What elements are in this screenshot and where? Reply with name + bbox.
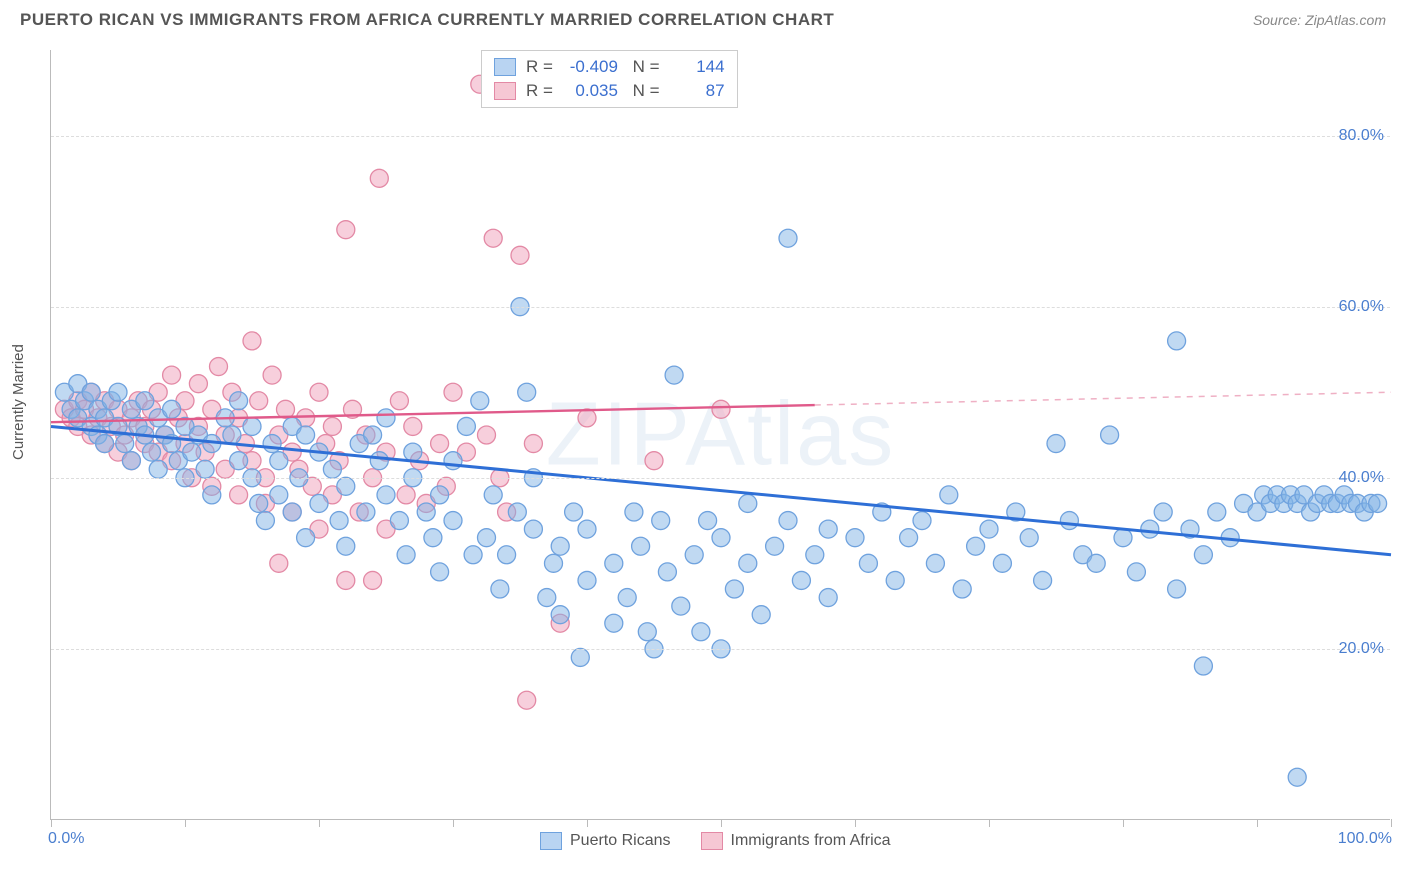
stat-label: R = (526, 81, 553, 101)
legend-swatch (540, 832, 562, 850)
stat-label: R = (526, 57, 553, 77)
chart-area: ZIPAtlas R = -0.409 N = 144 R = 0.035 N … (50, 50, 1390, 820)
legend-swatch (701, 832, 723, 850)
n-value: 87 (670, 81, 725, 101)
legend-label: Immigrants from Africa (731, 832, 891, 850)
correlation-stats-box: R = -0.409 N = 144 R = 0.035 N = 87 (481, 50, 738, 108)
x-axis-min-label: 0.0% (48, 830, 84, 848)
legend-item: Immigrants from Africa (701, 832, 891, 850)
r-value: 0.035 (563, 81, 618, 101)
x-axis-max-label: 100.0% (1338, 830, 1392, 848)
y-axis-label: Currently Married (10, 344, 27, 460)
series-swatch (494, 82, 516, 100)
scatter-svg (51, 50, 1391, 820)
stats-row: R = -0.409 N = 144 (490, 55, 729, 79)
stat-label: N = (628, 57, 660, 77)
stats-row: R = 0.035 N = 87 (490, 79, 729, 103)
r-value: -0.409 (563, 57, 618, 77)
plot-region: ZIPAtlas R = -0.409 N = 144 R = 0.035 N … (50, 50, 1390, 820)
chart-title: PUERTO RICAN VS IMMIGRANTS FROM AFRICA C… (20, 10, 834, 30)
source-attribution: Source: ZipAtlas.com (1253, 12, 1386, 28)
series-swatch (494, 58, 516, 76)
n-value: 144 (670, 57, 725, 77)
legend: Puerto Ricans Immigrants from Africa (540, 832, 891, 850)
legend-item: Puerto Ricans (540, 832, 671, 850)
stat-label: N = (628, 81, 660, 101)
legend-label: Puerto Ricans (570, 832, 671, 850)
